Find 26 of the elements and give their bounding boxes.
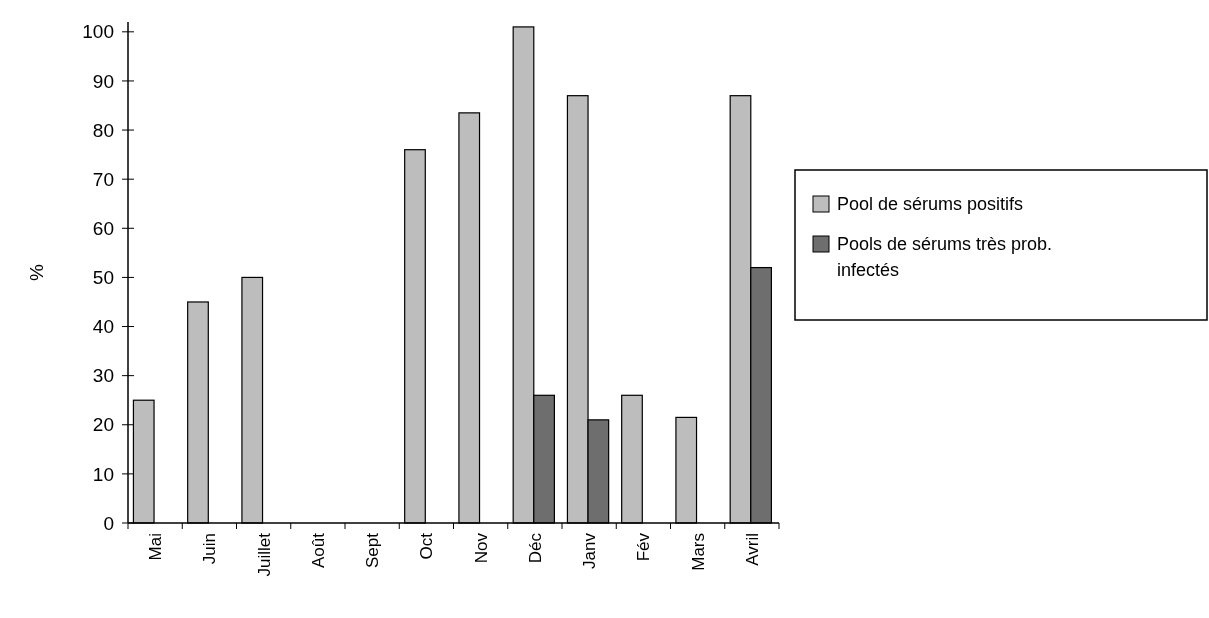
x-tick-label: Janv [580,532,600,569]
legend-label: Pools de sérums très prob. infectés [837,234,1053,280]
y-tick-label: 20 [92,414,114,436]
y-tick-label: 100 [82,21,114,43]
y-tick-label: 10 [92,463,114,485]
x-tick-label: Fév [634,532,654,562]
y-tick-label: 30 [92,365,114,387]
x-tick-label: Avril [742,533,762,566]
x-tick-label: Août [308,532,328,568]
x-tick-label: Mai [146,533,166,561]
legend-label: Pool de sérums positifs [837,194,1024,214]
x-tick-label: Déc [525,532,545,564]
y-tick-label: 60 [92,217,114,239]
x-tick-label: Juin [200,533,220,565]
y-tick-label: 70 [92,168,114,190]
x-tick-label: Sept [363,532,383,568]
x-tick-label: Mars [688,533,708,571]
y-tick-label: 80 [92,119,114,141]
y-tick-label: 90 [92,70,114,92]
y-tick-label: 40 [92,316,114,338]
y-tick-label: 0 [103,512,114,534]
x-tick-label: Nov [471,532,491,564]
x-tick-label: Juillet [254,532,274,577]
y-axis-title: % [26,263,47,281]
x-tick-label: Oct [417,532,437,560]
y-tick-label: 50 [92,267,114,289]
